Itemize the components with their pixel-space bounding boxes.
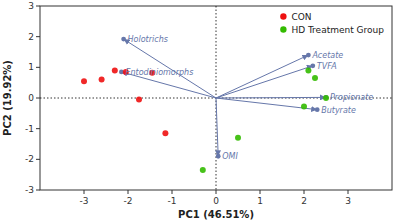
arrow-tip — [306, 53, 311, 58]
arrow-tip — [315, 107, 320, 112]
legend: CON HD Treatment Group — [280, 12, 384, 35]
y-tick — [36, 36, 40, 37]
point — [99, 77, 105, 83]
vector-label: Butyrate — [321, 106, 356, 115]
y-tick — [36, 67, 40, 68]
y-axis-label: PC2 (19.92%) — [2, 60, 13, 136]
vector-label: OMI — [222, 152, 238, 161]
legend-label: HD Treatment Group — [291, 25, 384, 35]
point — [200, 167, 206, 173]
y-tick-label: -3 — [25, 185, 34, 195]
legend-label: CON — [291, 12, 311, 22]
point — [305, 67, 311, 73]
y-tick-label: 3 — [28, 1, 34, 11]
chart: -3 -2 -1 0 1 2 3 -3 -2 -1 0 1 2 3 PC1 (46.51%) PC2 (19.… — [0, 0, 400, 222]
x-tick-label: -2 — [124, 196, 133, 206]
x-tick-label: 1 — [257, 196, 263, 206]
y-tick — [36, 6, 40, 7]
point — [323, 95, 329, 101]
legend-marker — [280, 26, 286, 32]
arrow-tip — [216, 154, 221, 159]
loading-vector — [216, 63, 315, 98]
loading-vector — [121, 37, 216, 98]
y-tick-label: -1 — [25, 124, 34, 134]
loading-vector — [216, 98, 221, 159]
x-tick — [172, 190, 173, 194]
vector-label: Entodiniomorphs — [125, 68, 193, 77]
vector-label: Propionate — [330, 93, 373, 102]
vector-label: Holotrichs — [128, 35, 168, 44]
x-tick — [216, 190, 217, 194]
arrow — [124, 39, 216, 98]
point — [235, 135, 241, 141]
y-tick — [36, 128, 40, 129]
x-tick — [348, 190, 349, 194]
y-tick-label: 0 — [28, 93, 34, 103]
plot-frame — [40, 6, 392, 190]
arrow — [216, 97, 326, 99]
point — [301, 104, 307, 110]
x-axis-label: PC1 (46.51%) — [178, 209, 254, 220]
vector-label: TVFA — [317, 62, 337, 71]
x-tick-label: -1 — [168, 196, 177, 206]
x-tick-label: 3 — [345, 196, 351, 206]
arrow — [216, 66, 313, 98]
point — [162, 130, 168, 136]
point — [112, 67, 118, 73]
y-tick-label: -2 — [25, 154, 34, 164]
arrow — [216, 98, 218, 156]
loading-vector — [216, 98, 320, 112]
arrow-tip — [121, 37, 126, 42]
x-tick — [128, 190, 129, 194]
plot-area — [81, 37, 329, 173]
loading-vector — [216, 95, 328, 100]
vector-label: Acetate — [311, 51, 343, 60]
y-tick-label: 1 — [28, 62, 34, 72]
loading-vector — [216, 53, 311, 98]
x-tick-label: 0 — [213, 196, 219, 206]
y-tick — [36, 159, 40, 160]
x-tick-label: -3 — [80, 196, 89, 206]
x-tick-label: 2 — [301, 196, 307, 206]
arrow — [216, 55, 308, 98]
x-tick — [304, 190, 305, 194]
y-tick-label: 2 — [28, 32, 34, 42]
legend-marker — [280, 13, 286, 19]
y-tick — [36, 98, 40, 99]
arrow — [216, 98, 317, 110]
point — [136, 97, 142, 103]
arrow-tip — [310, 63, 315, 68]
point — [312, 75, 318, 81]
x-tick — [260, 190, 261, 194]
point — [81, 78, 87, 84]
y-tick — [36, 190, 40, 191]
x-tick — [84, 190, 85, 194]
